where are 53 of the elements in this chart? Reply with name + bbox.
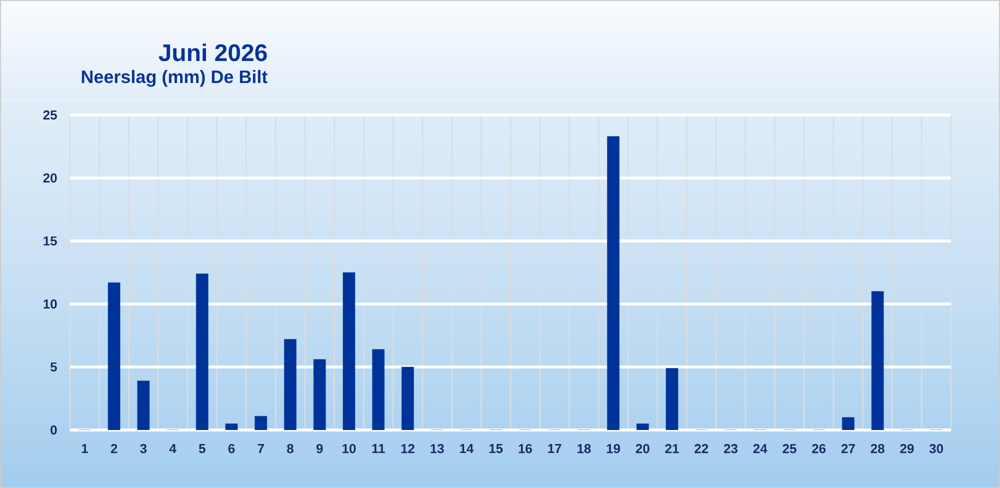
x-tick-label: 1	[82, 444, 88, 453]
x-tick-label: 22	[694, 444, 708, 454]
x-tick-label: 20	[636, 444, 650, 454]
x-tick-label: 11	[372, 444, 385, 453]
x-tick-label: 17	[548, 444, 562, 453]
x-tick-label: 7	[258, 444, 264, 453]
y-tick-label: 15	[44, 236, 57, 246]
y-tick-label: 10	[44, 299, 57, 309]
y-tick-label: 25	[43, 110, 57, 120]
x-tick-label: 12	[401, 444, 414, 454]
x-tick-label: 2	[110, 444, 118, 454]
chart-title: Juni 2026	[158, 44, 267, 62]
x-tick-label: 4	[169, 444, 176, 453]
bar	[225, 424, 238, 430]
x-tick-label: 21	[665, 444, 679, 454]
bar	[196, 274, 208, 430]
x-tick-label: 25	[782, 444, 796, 454]
bar	[871, 291, 884, 430]
x-tick-label: 6	[228, 444, 235, 454]
x-tick-label: 24	[753, 444, 768, 454]
x-tick-label: 14	[460, 444, 474, 453]
y-tick-label: 20	[43, 173, 57, 183]
bar	[636, 424, 649, 430]
bar	[842, 417, 854, 430]
x-tick-label: 16	[518, 444, 532, 454]
x-tick-label: 28	[870, 444, 884, 454]
x-tick-label: 9	[316, 444, 323, 454]
x-tick-label: 13	[430, 444, 444, 454]
bar	[372, 349, 385, 430]
bar	[254, 416, 268, 430]
x-tick-label: 18	[578, 444, 591, 454]
x-tick-label: 26	[812, 444, 826, 454]
x-tick-label: 8	[287, 444, 294, 454]
bar	[137, 380, 150, 430]
x-tick-label: 19	[606, 444, 620, 454]
chart-subtitle: Neerslag (mm) De Bilt	[82, 70, 268, 87]
bar	[108, 282, 120, 430]
bar	[342, 272, 356, 430]
x-tick-label: 3	[140, 444, 147, 454]
x-tick-label: 10	[342, 444, 356, 454]
x-tick-label: 30	[929, 444, 944, 454]
bar	[607, 136, 620, 430]
x-tick-label: 29	[900, 444, 914, 454]
bar	[284, 339, 296, 430]
bar	[402, 366, 414, 430]
x-tick-label: 23	[724, 444, 738, 454]
x-tick-label: 15	[489, 444, 503, 454]
x-tick-label: 27	[841, 444, 855, 454]
bar	[666, 368, 678, 430]
x-tick-label: 5	[198, 444, 206, 454]
y-tick-label: 0	[50, 425, 57, 435]
bar	[313, 359, 326, 430]
y-tick-label: 5	[50, 362, 57, 372]
